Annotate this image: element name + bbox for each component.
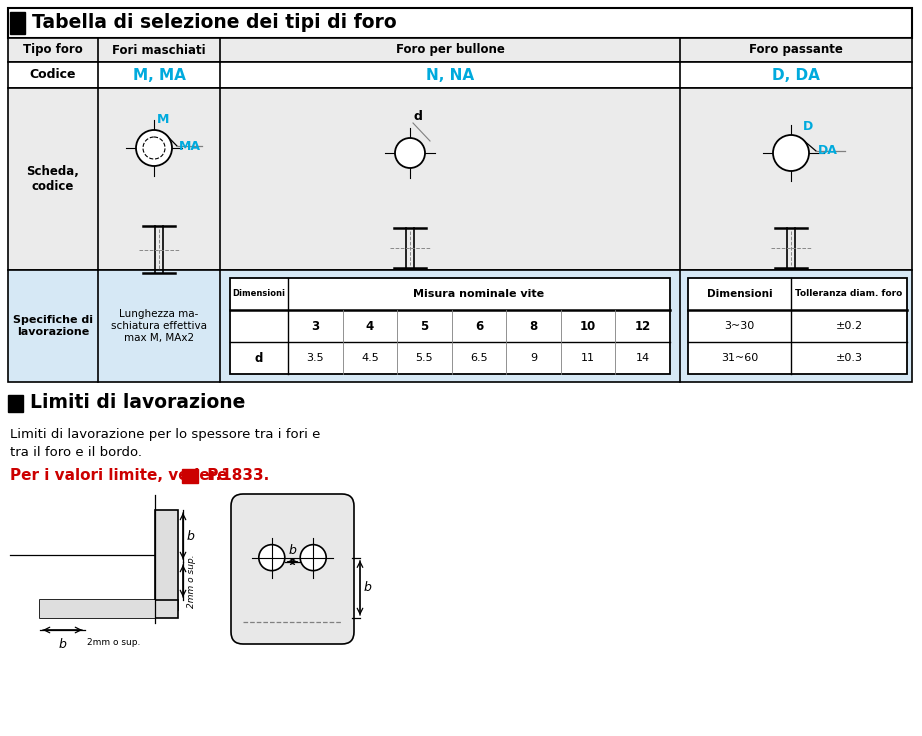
Text: Tolleranza diam. foro: Tolleranza diam. foro	[796, 289, 903, 299]
Text: tra il foro e il bordo.: tra il foro e il bordo.	[10, 446, 142, 459]
Bar	[8, 62, 912, 88]
Text: b: b	[59, 638, 66, 651]
Text: Foro passante: Foro passante	[749, 43, 843, 57]
Text: 11: 11	[581, 353, 595, 363]
Circle shape	[301, 545, 326, 570]
Bar	[230, 278, 670, 374]
Bar	[155, 510, 178, 610]
Bar	[40, 600, 178, 618]
Bar	[10, 12, 25, 34]
Text: Lunghezza ma-
schiatura effettiva
max M, MAx2: Lunghezza ma- schiatura effettiva max M,…	[111, 309, 207, 342]
Text: 31~60: 31~60	[721, 353, 758, 363]
Text: 4: 4	[366, 319, 374, 333]
Text: 9: 9	[530, 353, 538, 363]
Text: Tipo foro: Tipo foro	[23, 43, 83, 57]
Text: P.1833.: P.1833.	[202, 468, 269, 483]
Text: 5.5: 5.5	[416, 353, 433, 363]
Bar	[8, 8, 912, 38]
Text: Tabella di selezione dei tipi di foro: Tabella di selezione dei tipi di foro	[32, 13, 396, 32]
Text: b: b	[187, 529, 195, 542]
Text: 3: 3	[312, 319, 319, 333]
Text: D, DA: D, DA	[772, 68, 820, 82]
Text: 2mm o sup.: 2mm o sup.	[187, 554, 196, 608]
Bar	[40, 600, 155, 618]
FancyBboxPatch shape	[231, 494, 354, 644]
Bar	[8, 38, 912, 62]
Bar	[8, 270, 912, 382]
Text: N, NA: N, NA	[426, 68, 474, 82]
Text: Per i valori limite, vedere: Per i valori limite, vedere	[10, 468, 233, 483]
Circle shape	[395, 138, 425, 168]
Text: ±0.2: ±0.2	[835, 321, 862, 331]
Text: 10: 10	[580, 319, 597, 333]
Bar	[8, 88, 912, 270]
Circle shape	[773, 135, 809, 171]
Text: Misura nominale vite: Misura nominale vite	[413, 289, 545, 299]
Text: ±0.3: ±0.3	[835, 353, 862, 363]
Text: Specifiche di
lavorazione: Specifiche di lavorazione	[13, 315, 93, 337]
Text: D: D	[803, 120, 813, 133]
Text: Codice: Codice	[30, 68, 77, 82]
Text: 5: 5	[420, 319, 429, 333]
Text: Dimensioni: Dimensioni	[706, 289, 773, 299]
Text: d: d	[413, 110, 422, 123]
Text: b: b	[289, 544, 297, 556]
Text: 8: 8	[529, 319, 538, 333]
Text: 3~30: 3~30	[725, 321, 754, 331]
Text: 6.5: 6.5	[470, 353, 488, 363]
Text: DA: DA	[818, 144, 838, 158]
Text: Scheda,
codice: Scheda, codice	[27, 165, 79, 193]
Text: MA: MA	[179, 140, 201, 152]
Text: b: b	[364, 581, 372, 594]
Text: Foro per bullone: Foro per bullone	[396, 43, 504, 57]
Text: 12: 12	[634, 319, 651, 333]
Bar	[8, 395, 23, 412]
Text: M, MA: M, MA	[133, 68, 185, 82]
Text: Dimensioni: Dimensioni	[232, 289, 286, 299]
Circle shape	[136, 130, 172, 166]
Text: 14: 14	[635, 353, 650, 363]
Circle shape	[259, 545, 285, 570]
Text: Limiti di lavorazione: Limiti di lavorazione	[30, 394, 245, 412]
Text: Fori maschiati: Fori maschiati	[112, 43, 206, 57]
Text: d: d	[254, 352, 263, 364]
Text: 4.5: 4.5	[361, 353, 379, 363]
Bar	[183, 469, 198, 483]
Text: Limiti di lavorazione per lo spessore tra i fori e: Limiti di lavorazione per lo spessore tr…	[10, 428, 320, 441]
Text: 2mm o sup.: 2mm o sup.	[87, 638, 140, 647]
Bar	[688, 278, 907, 374]
Text: M: M	[157, 113, 170, 126]
Text: 3.5: 3.5	[306, 353, 325, 363]
Text: 6: 6	[475, 319, 483, 333]
